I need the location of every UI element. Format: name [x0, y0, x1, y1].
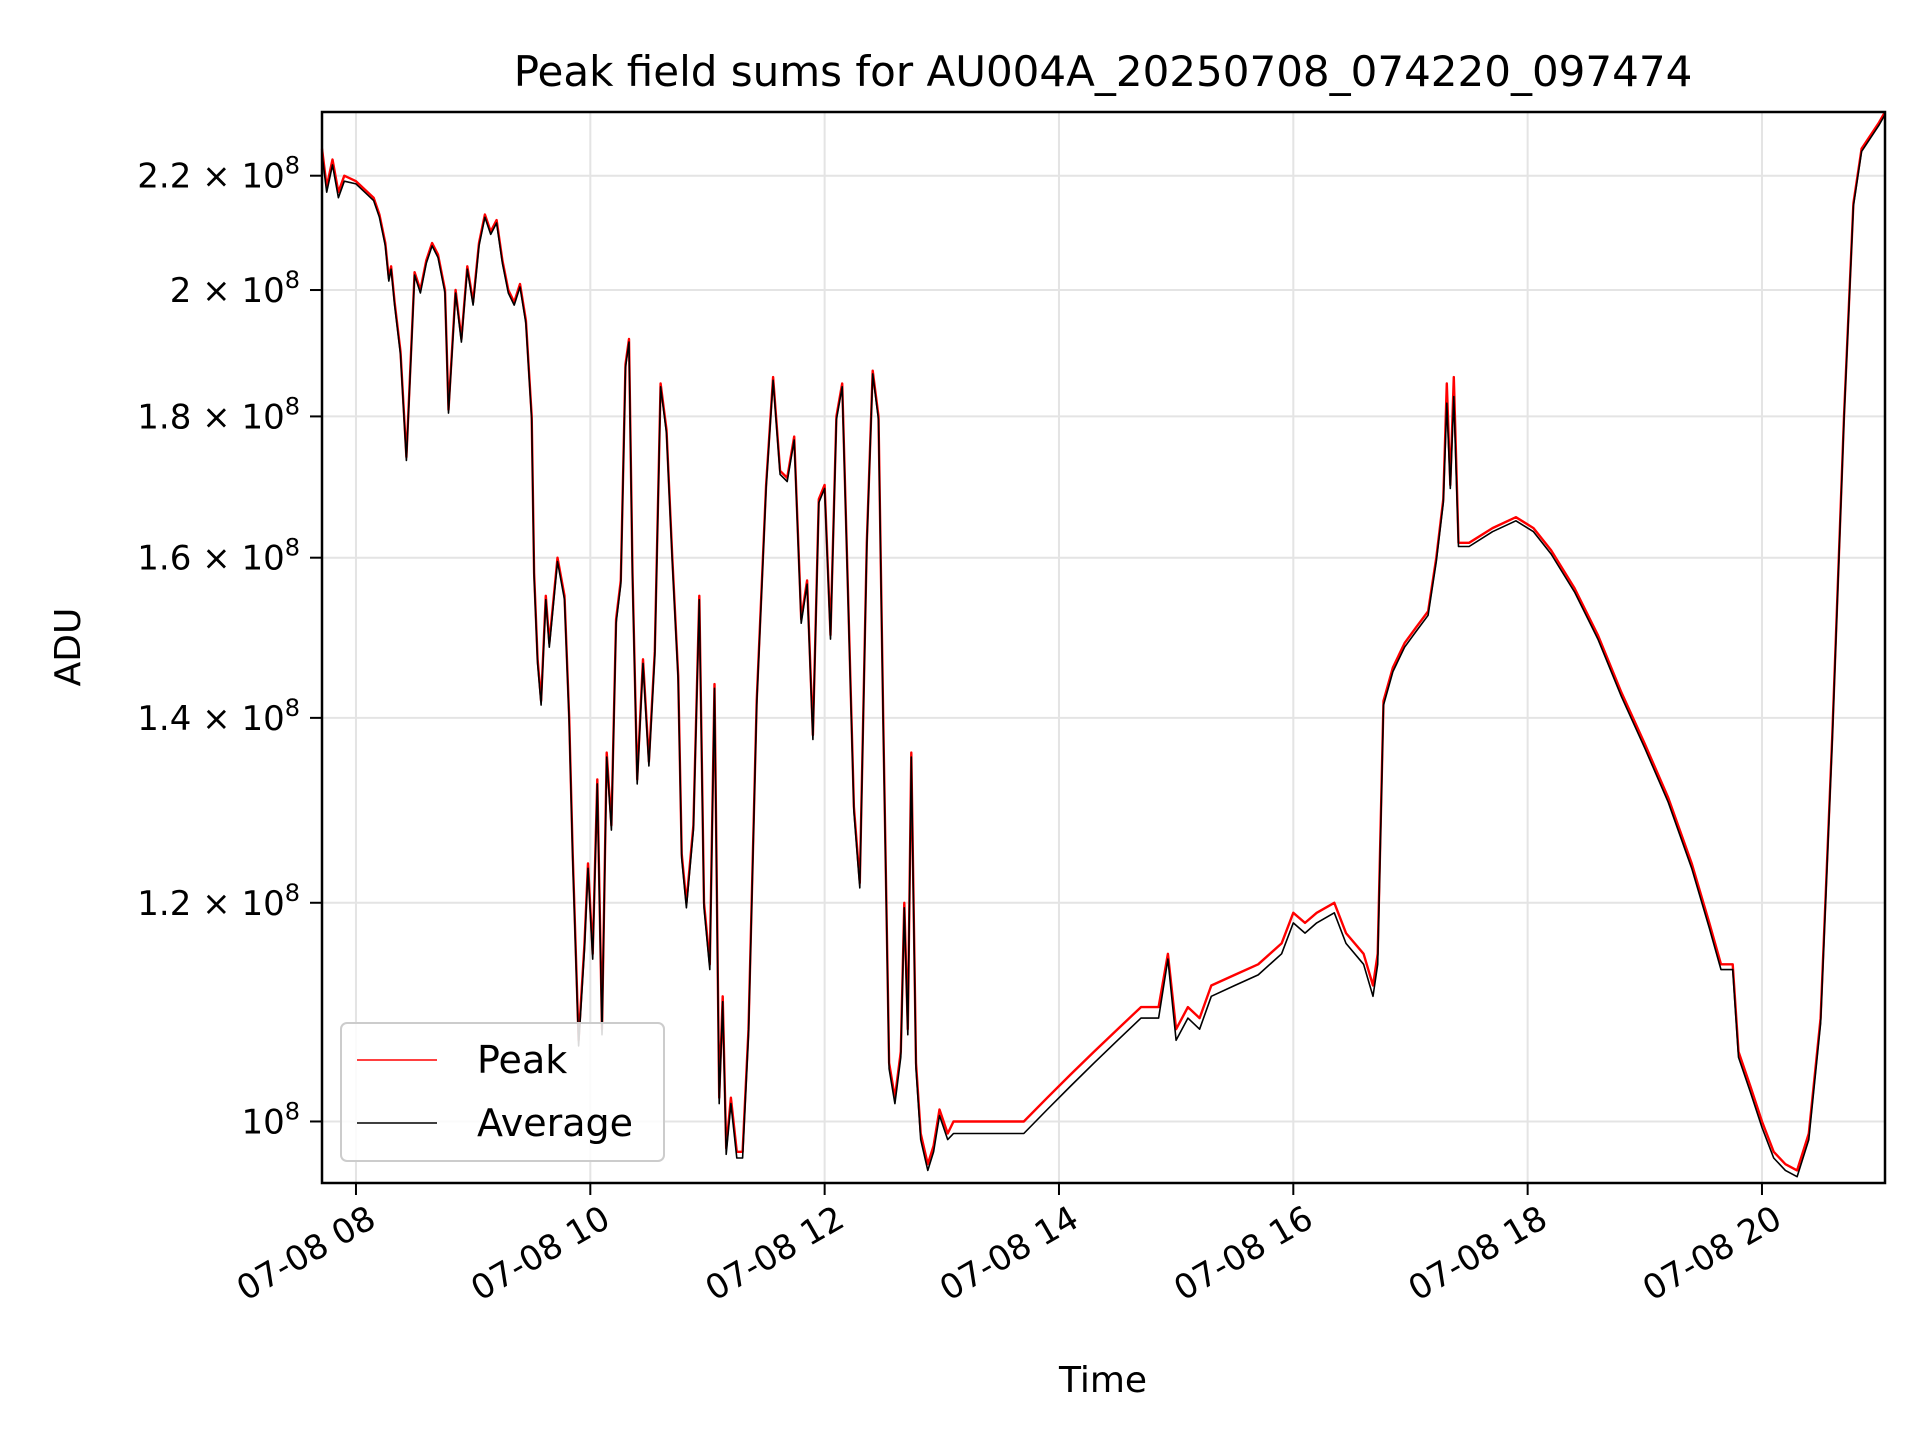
x-tick-label: 07-08 20: [1636, 1198, 1788, 1309]
y-tick-label: 2.2 × 108: [137, 152, 300, 197]
grid: [322, 112, 1885, 1183]
x-tick-label: 07-08 18: [1402, 1198, 1554, 1309]
x-axis-ticks: 07-08 08 07-08 10 07-08 12 07-08 14 07-08 16…: [230, 1183, 1788, 1309]
x-axis-label: Time: [1058, 1360, 1147, 1401]
y-tick-label: 1.4 × 108: [137, 694, 300, 739]
y-tick-label: 2 × 108: [170, 266, 300, 311]
x-tick-label: 07-08 14: [933, 1198, 1085, 1309]
y-tick-label: 108: [241, 1097, 300, 1142]
y-axis-label: ADU: [48, 608, 89, 687]
y-tick-label: 1.8 × 108: [137, 392, 300, 437]
y-tick-label: 1.6 × 108: [137, 534, 300, 579]
series-line-average: [321, 114, 1886, 1178]
series-group: [320, 111, 1887, 1178]
x-tick-label: 07-08 16: [1167, 1198, 1319, 1309]
y-tick-label: 1.2 × 108: [137, 879, 300, 924]
x-tick-label: 07-08 10: [464, 1198, 616, 1309]
x-tick-label: 07-08 08: [230, 1198, 382, 1309]
legend-box: [340, 1022, 665, 1162]
legend-label-average: Average: [477, 1101, 633, 1145]
x-tick-label: 07-08 12: [699, 1198, 851, 1309]
legend-label-peak: Peak: [477, 1038, 567, 1082]
plot-frame: [320, 110, 1887, 1185]
series-line-peak: [320, 111, 1887, 1172]
chart-title: Peak field sums for AU004A_20250708_0742…: [514, 47, 1693, 96]
y-axis-ticks: 108 1.2 × 108 1.4 × 108 1.6 × 108 1.8 × 108 2…: [137, 152, 322, 1142]
legend: Peak Average: [340, 1022, 665, 1162]
